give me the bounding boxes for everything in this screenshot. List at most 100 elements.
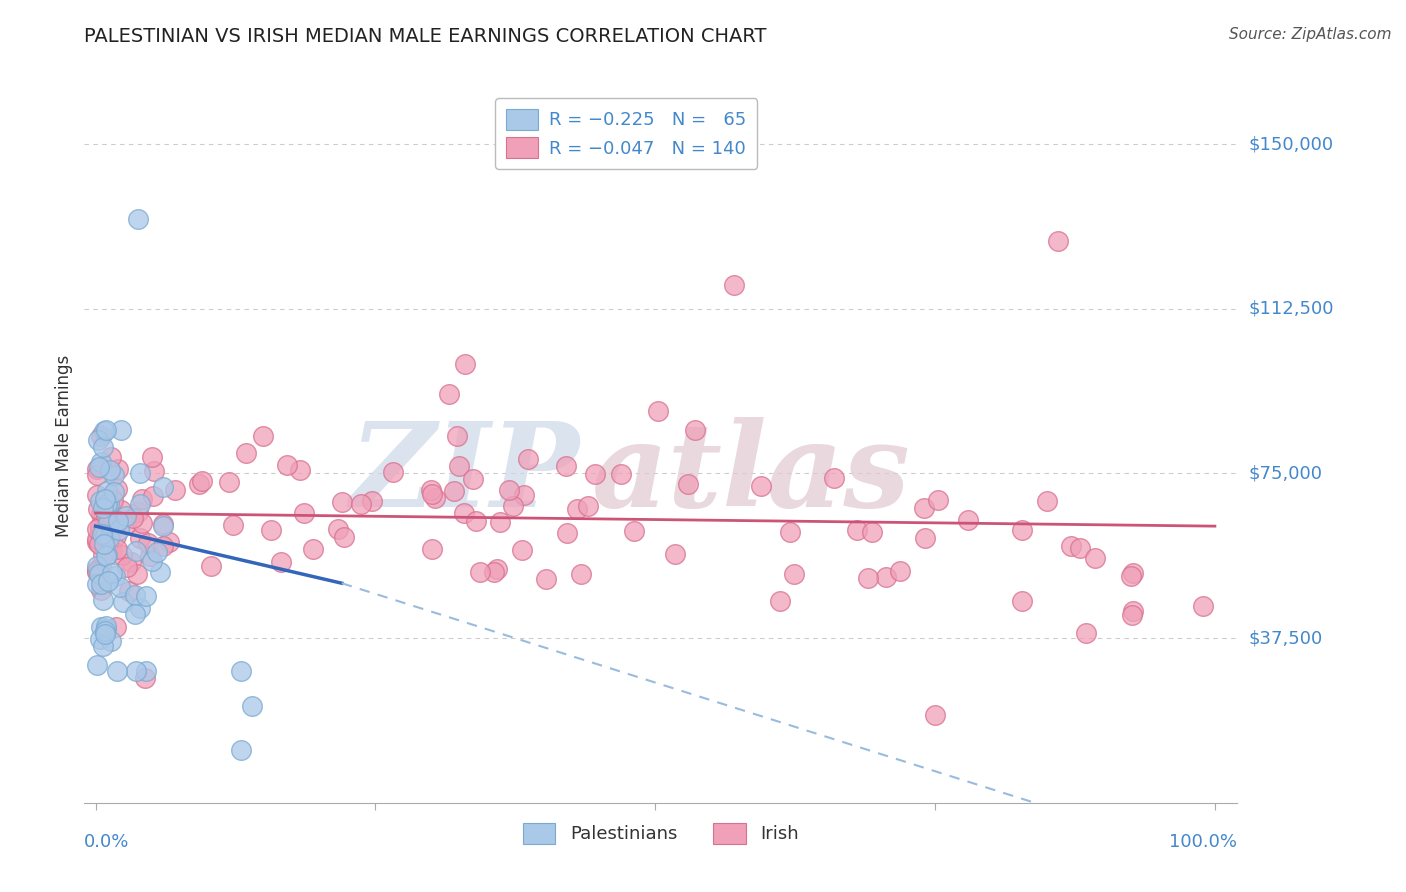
Point [1119,568,1142,582]
Point [221,518,243,533]
Point [482,566,505,580]
Point [96,484,118,499]
Point [218,475,240,489]
Point [97,516,120,531]
Point [583,467,606,481]
Point [86,577,108,591]
Point [565,502,588,516]
Point [1011,524,1033,538]
Point [93,440,115,454]
Point [270,555,292,569]
Point [1192,599,1215,613]
Point [93,424,115,438]
Point [125,567,148,582]
Point [131,516,153,530]
Point [420,541,443,556]
Text: 100.0%: 100.0% [1170,833,1237,851]
Point [350,497,373,511]
Point [115,560,138,574]
Point [856,571,879,585]
Point [292,506,315,520]
Point [513,488,536,502]
Point [437,387,460,401]
Point [420,483,443,497]
Point [125,664,148,678]
Point [461,472,484,486]
Point [420,487,443,501]
Point [927,493,949,508]
Point [498,483,520,498]
Point [100,450,122,465]
Text: $37,500: $37,500 [1249,629,1323,647]
Point [361,494,384,508]
Point [100,527,122,541]
Point [135,664,157,678]
Point [96,497,118,511]
Point [1122,605,1144,619]
Text: PALESTINIAN VS IRISH MEDIAN MALE EARNINGS CORRELATION CHART: PALESTINIAN VS IRISH MEDIAN MALE EARNING… [84,27,766,45]
Point [1060,539,1083,553]
Point [485,562,508,576]
Point [229,664,252,678]
Point [187,477,209,491]
Point [502,499,524,513]
Point [86,522,108,536]
Point [94,520,117,534]
Point [94,423,117,437]
Point [94,529,117,543]
Point [623,524,645,539]
Point [90,504,112,518]
Point [288,463,311,477]
Point [101,492,124,507]
Point [105,664,128,678]
Point [90,455,112,469]
Point [86,532,108,546]
Point [124,588,146,602]
Point [782,567,804,582]
Point [94,619,117,633]
Point [103,467,125,482]
Point [97,531,120,545]
Point [115,517,138,532]
Point [135,590,157,604]
Point [235,446,257,460]
Point [96,518,118,533]
Point [89,519,111,533]
Point [517,451,540,466]
Point [89,567,111,582]
Point [163,483,186,497]
Point [110,423,132,437]
Point [534,572,557,586]
Point [510,543,533,558]
Point [200,559,222,574]
Point [94,624,117,638]
Point [447,459,470,474]
Point [1121,608,1143,623]
Point [97,497,120,511]
Point [190,474,212,488]
Point [90,429,112,443]
Point [90,527,112,541]
Point [259,523,281,537]
Point [127,211,149,226]
Point [129,497,152,511]
Point [332,530,354,544]
Point [875,570,897,584]
Point [554,458,576,473]
Point [105,620,128,634]
Point [610,467,633,482]
Text: $75,000: $75,000 [1249,465,1323,483]
Point [96,548,118,562]
Point [91,501,114,516]
Point [146,545,169,559]
Text: $112,500: $112,500 [1249,300,1334,318]
Point [157,535,180,549]
Point [86,563,108,577]
Point [664,547,686,561]
Point [453,507,475,521]
Point [134,671,156,685]
Point [647,404,669,418]
Point [89,632,111,647]
Point [301,541,323,556]
Point [90,582,112,597]
